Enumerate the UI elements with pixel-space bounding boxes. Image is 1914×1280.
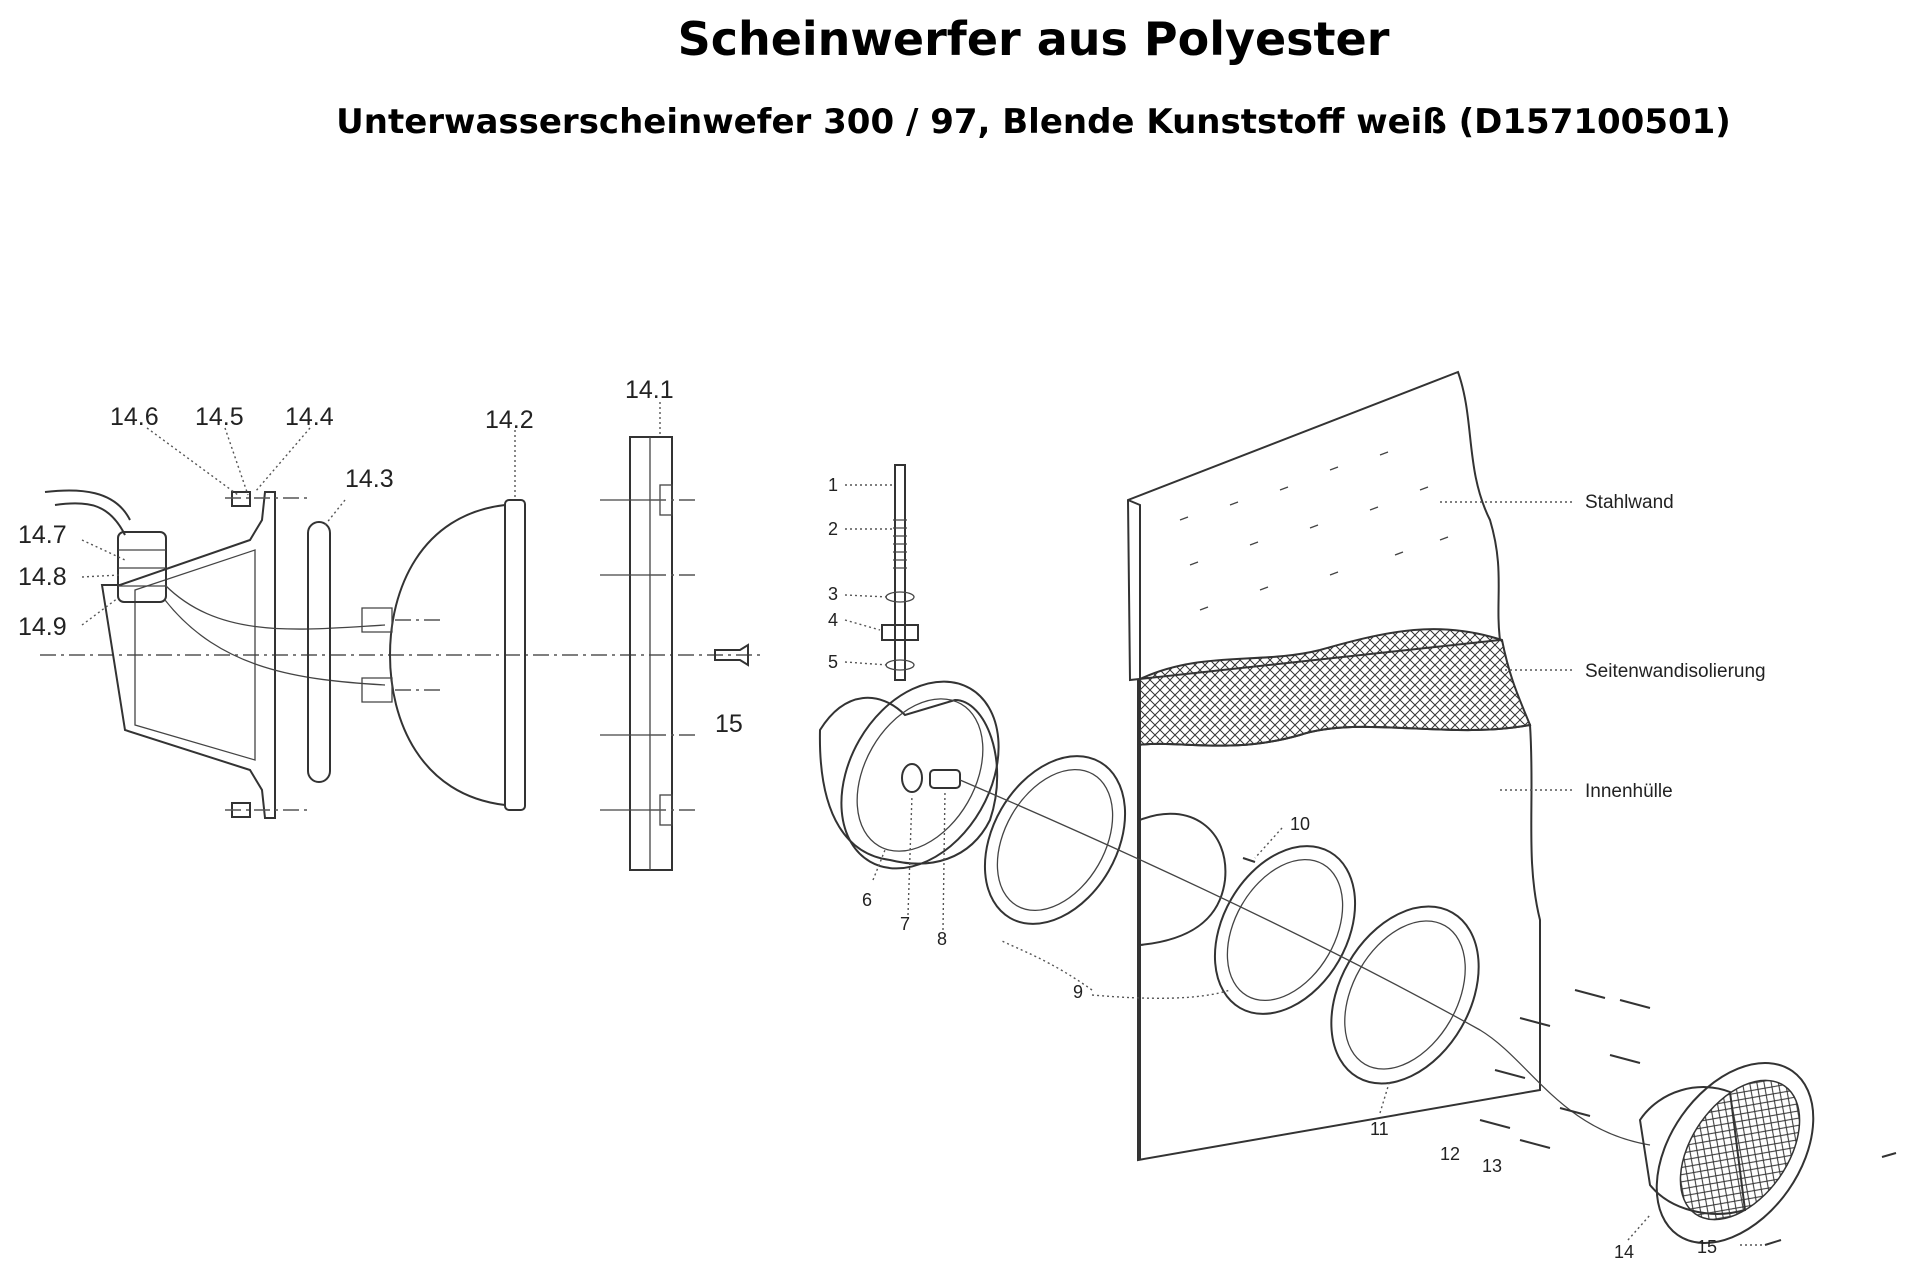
page-title: Scheinwerfer aus Polyester bbox=[677, 12, 1390, 66]
screw-15-right-icon bbox=[1764, 1152, 1897, 1246]
headlight-bezel bbox=[1655, 1061, 1815, 1245]
label-14-8: 14.8 bbox=[18, 563, 67, 591]
plug-connector bbox=[929, 769, 961, 789]
label-13: 13 bbox=[1482, 1156, 1502, 1176]
label-14-2: 14.2 bbox=[485, 406, 534, 434]
label-8: 8 bbox=[937, 929, 947, 949]
headlight-section-view: 14.6 14.5 14.4 14.3 14.2 14.1 14.7 14.8 … bbox=[18, 376, 760, 871]
label-14-4: 14.4 bbox=[285, 403, 334, 431]
label-14-7: 14.7 bbox=[18, 521, 67, 549]
label-14-5: 14.5 bbox=[195, 403, 244, 431]
label-15-left: 15 bbox=[715, 710, 743, 738]
label-12: 12 bbox=[1440, 1144, 1460, 1164]
label-2: 2 bbox=[828, 519, 838, 539]
label-14-6: 14.6 bbox=[110, 403, 159, 431]
screw-10-icon bbox=[1242, 857, 1256, 863]
label-7: 7 bbox=[900, 914, 910, 934]
label-10: 10 bbox=[1290, 814, 1310, 834]
label-14-3: 14.3 bbox=[345, 465, 394, 493]
label-9: 9 bbox=[1073, 982, 1083, 1002]
label-1: 1 bbox=[828, 475, 838, 495]
screw-15-icon bbox=[714, 643, 749, 667]
cover-screws bbox=[600, 499, 695, 811]
front-cover bbox=[629, 436, 673, 871]
label-11: 11 bbox=[1370, 1119, 1389, 1139]
housing-section bbox=[100, 491, 276, 819]
niche-flange bbox=[840, 680, 1000, 870]
cable-gland bbox=[117, 531, 167, 603]
cable-clamp bbox=[901, 763, 923, 793]
installation-exploded-view: Stahlwand Seitenwandisolierung Innenhüll… bbox=[818, 370, 1897, 1262]
lamp-bulb bbox=[388, 504, 506, 806]
label-innenhuelle: Innenhülle bbox=[1585, 781, 1673, 802]
label-14: 14 bbox=[1614, 1242, 1634, 1262]
cable-icon bbox=[44, 489, 131, 536]
page-subtitle: Unterwasserscheinwefer 300 / 97, Blende … bbox=[336, 102, 1731, 142]
gasket-2 bbox=[1213, 845, 1357, 1015]
wall-texture bbox=[1179, 451, 1449, 611]
mounting-rod bbox=[881, 464, 919, 681]
label-seitenwandisolierung: Seitenwandisolierung bbox=[1585, 661, 1766, 682]
label-14-9: 14.9 bbox=[18, 613, 67, 641]
lamp-rim bbox=[504, 499, 526, 811]
label-stahlwand: Stahlwand bbox=[1585, 492, 1674, 513]
label-5: 5 bbox=[828, 652, 838, 672]
inner-shell bbox=[1137, 723, 1541, 1162]
steel-wall bbox=[1126, 370, 1502, 682]
label-14-1: 14.1 bbox=[625, 376, 674, 404]
screws-12-13 bbox=[1479, 989, 1651, 1149]
niche-body bbox=[818, 696, 999, 865]
label-6: 6 bbox=[862, 890, 872, 910]
o-ring bbox=[307, 521, 331, 783]
flange-screw-top bbox=[231, 491, 251, 507]
label-15-right: 15 bbox=[1697, 1237, 1717, 1257]
clamp-ring bbox=[1330, 905, 1480, 1085]
label-4: 4 bbox=[828, 610, 838, 630]
gasket-1 bbox=[983, 755, 1127, 925]
cable bbox=[959, 779, 1651, 1146]
label-3: 3 bbox=[828, 584, 838, 604]
headlight-lens bbox=[1679, 1079, 1801, 1221]
